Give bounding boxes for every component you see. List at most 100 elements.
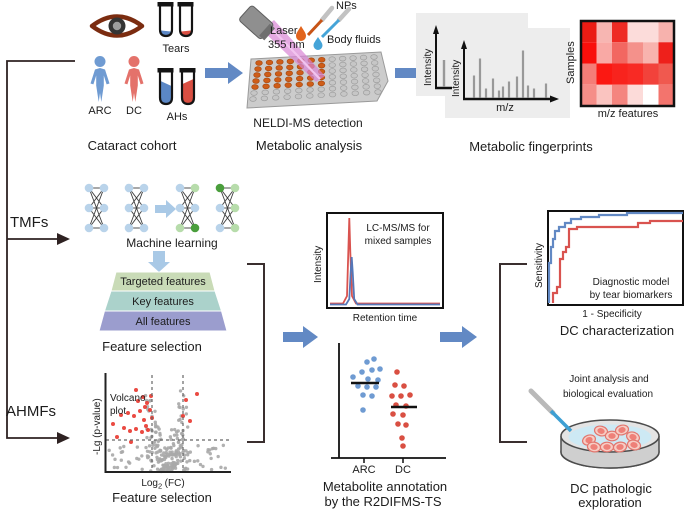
lcms-blue-trace (330, 256, 440, 306)
roc-caption: DC characterization (560, 323, 674, 338)
heatmap-cell (596, 63, 612, 85)
heatmap-cell (643, 42, 659, 64)
feature-selection-caption-1: Feature selection (102, 339, 202, 354)
dc-label: DC (126, 105, 142, 117)
cell-icon (586, 441, 602, 453)
nps-label: NPs (336, 0, 357, 12)
petri-dish-icon (560, 419, 660, 469)
ml-arrow-icon (155, 200, 176, 218)
heatmap-cell (612, 42, 628, 64)
heatmap-cell (658, 42, 674, 64)
body-fluids-label: Body fluids (327, 34, 381, 46)
lcms-note-2: mixed samples (365, 236, 432, 247)
neural-networks-icon (84, 183, 240, 233)
laser-label: Laser (270, 25, 298, 37)
roc-xlabel: 1 - Specificity (582, 309, 641, 320)
tears-tube-red (177, 2, 194, 38)
heatmap-xlabel: m/z features (598, 108, 659, 120)
heatmap-cell (643, 63, 659, 85)
annotation-dot-plot (331, 343, 446, 463)
heatmap-cell (658, 21, 674, 43)
ahs-tube-blue (157, 68, 174, 106)
heatmap-cell (612, 63, 628, 85)
fingerprints-caption: Metabolic fingerprints (469, 139, 593, 154)
eye-icon (89, 14, 145, 38)
nps-pipette-icon (306, 5, 335, 37)
lcms-xlabel: Retention time (353, 313, 418, 324)
sample-droplet-icon (296, 26, 306, 41)
heatmap-cell (596, 84, 612, 106)
pyramid-label-targeted: Targeted features (120, 276, 206, 288)
volcano-xlabel: Log2 (FC) (141, 478, 184, 491)
pathology-pipette-icon (528, 388, 573, 433)
heatmap (579, 19, 676, 108)
pathology-caption-1: DC pathologic (570, 481, 652, 496)
roc-blue-curve (547, 211, 683, 303)
ahs-tube-red (179, 68, 196, 106)
detection-label: NELDI-MS detection (253, 116, 362, 130)
heatmap-cell (627, 63, 643, 85)
left-rail (6, 60, 75, 444)
flow-arrow-4-icon (440, 326, 477, 348)
spectrum-back-ylabel: Intensity (423, 49, 434, 86)
tmfs-arrowhead-icon (57, 233, 70, 245)
flow-arrow-1-icon (205, 62, 243, 84)
heatmap-cell (643, 21, 659, 43)
volcano-plot (104, 373, 231, 474)
ahmfs-arrowhead-icon (57, 432, 70, 444)
heatmap-cell (596, 42, 612, 64)
ahs-label: AHs (167, 111, 188, 123)
volcano-ylabel: -Lg (p-value) (92, 398, 103, 455)
laser-device-icon (239, 5, 325, 82)
heatmap-cell (581, 63, 597, 85)
heatmap-cell (658, 84, 674, 106)
roc-red-curve (551, 219, 683, 303)
cohort-caption: Cataract cohort (88, 138, 177, 153)
down-arrow-icon (148, 251, 170, 272)
right-bracket (499, 263, 527, 443)
spectrum-front-ylabel: Intensity (451, 60, 462, 97)
roc-note-2: by tear biomarkers (590, 290, 673, 301)
annotation-caption-2: by the R2DIFMS-TS (324, 494, 441, 509)
lcms-ylabel: Intensity (313, 246, 324, 283)
cell-icon (612, 441, 628, 453)
tears-tube-blue (157, 2, 174, 38)
tears-label: Tears (163, 43, 190, 55)
heatmap-cell (627, 84, 643, 106)
arc-label: ARC (88, 105, 111, 117)
spectrum-xlabel: m/z (496, 102, 514, 114)
cell-icon (604, 430, 620, 442)
feature-selection-caption-2: Feature selection (112, 490, 212, 505)
cell-icon (626, 439, 642, 451)
heatmap-cell (581, 84, 597, 106)
pathology-note-2: biological evaluation (563, 389, 653, 400)
flow-arrow-3-icon (283, 326, 318, 348)
analysis-caption: Metabolic analysis (256, 138, 363, 153)
heatmap-cell (581, 21, 597, 43)
roc-note-1: Diagnostic model (593, 277, 670, 288)
heatmap-cell (612, 84, 628, 106)
pyramid-label-all: All features (135, 316, 191, 328)
cell-icon (599, 441, 615, 453)
tmfs-label: TMFs (10, 214, 48, 231)
heatmap-cell (658, 63, 674, 85)
volcano-note-1: Volcano (110, 393, 146, 404)
heatmap-cell (596, 21, 612, 43)
pyramid-level-all (98, 310, 228, 332)
pathology-note-1: Joint analysis and (569, 374, 649, 385)
roc-ylabel: Sensitivity (534, 243, 545, 288)
heatmap-ylabel: Samples (565, 41, 577, 84)
feature-pyramid (98, 271, 228, 332)
dc-person-icon (124, 56, 144, 102)
lcms-note-1: LC-MS/MS for (366, 223, 430, 234)
annotation-caption-1: Metabolite annotation (323, 479, 447, 494)
left-bracket (247, 263, 265, 443)
pyramid-label-key: Key features (132, 296, 194, 308)
spectrum-panels (416, 13, 570, 118)
ml-caption: Machine learning (126, 236, 217, 250)
heatmap-cell (612, 21, 628, 43)
lcms-panel (326, 212, 444, 309)
body-fluids-pipette-icon (313, 6, 352, 51)
annotation-group-arc: ARC (352, 464, 375, 476)
